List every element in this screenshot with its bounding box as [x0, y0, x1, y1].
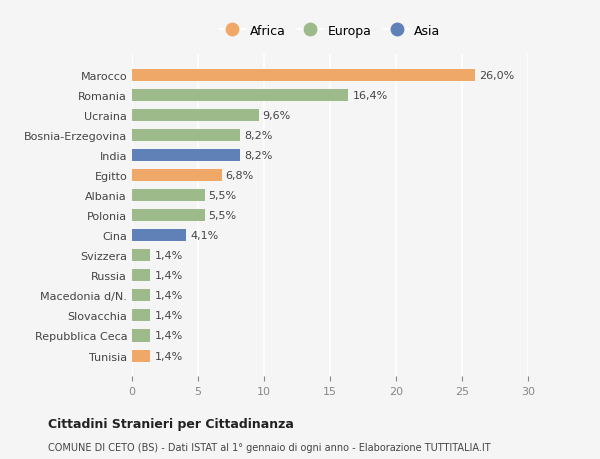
Text: 6,8%: 6,8%	[226, 171, 254, 181]
Text: 26,0%: 26,0%	[479, 71, 514, 81]
Bar	[132, 110, 259, 122]
Text: 1,4%: 1,4%	[154, 251, 182, 261]
Bar	[132, 310, 151, 322]
Bar	[132, 210, 205, 222]
Text: Cittadini Stranieri per Cittadinanza: Cittadini Stranieri per Cittadinanza	[48, 417, 294, 430]
Text: 5,5%: 5,5%	[209, 211, 236, 221]
Bar	[132, 150, 240, 162]
Bar	[132, 90, 349, 102]
Text: 1,4%: 1,4%	[154, 291, 182, 301]
Bar	[132, 250, 151, 262]
Text: 1,4%: 1,4%	[154, 331, 182, 341]
Text: 1,4%: 1,4%	[154, 311, 182, 321]
Text: COMUNE DI CETO (BS) - Dati ISTAT al 1° gennaio di ogni anno - Elaborazione TUTTI: COMUNE DI CETO (BS) - Dati ISTAT al 1° g…	[48, 442, 491, 452]
Text: 9,6%: 9,6%	[263, 111, 291, 121]
Bar	[132, 190, 205, 202]
Text: 8,2%: 8,2%	[244, 131, 272, 141]
Text: 5,5%: 5,5%	[209, 191, 236, 201]
Bar	[132, 270, 151, 282]
Text: 8,2%: 8,2%	[244, 151, 272, 161]
Text: 1,4%: 1,4%	[154, 351, 182, 361]
Bar	[132, 230, 186, 242]
Bar	[132, 130, 240, 142]
Bar	[132, 70, 475, 82]
Legend: Africa, Europa, Asia: Africa, Europa, Asia	[215, 20, 445, 43]
Bar	[132, 170, 222, 182]
Text: 4,1%: 4,1%	[190, 231, 218, 241]
Bar	[132, 350, 151, 362]
Text: 1,4%: 1,4%	[154, 271, 182, 281]
Text: 16,4%: 16,4%	[352, 91, 388, 101]
Bar	[132, 330, 151, 342]
Bar	[132, 290, 151, 302]
